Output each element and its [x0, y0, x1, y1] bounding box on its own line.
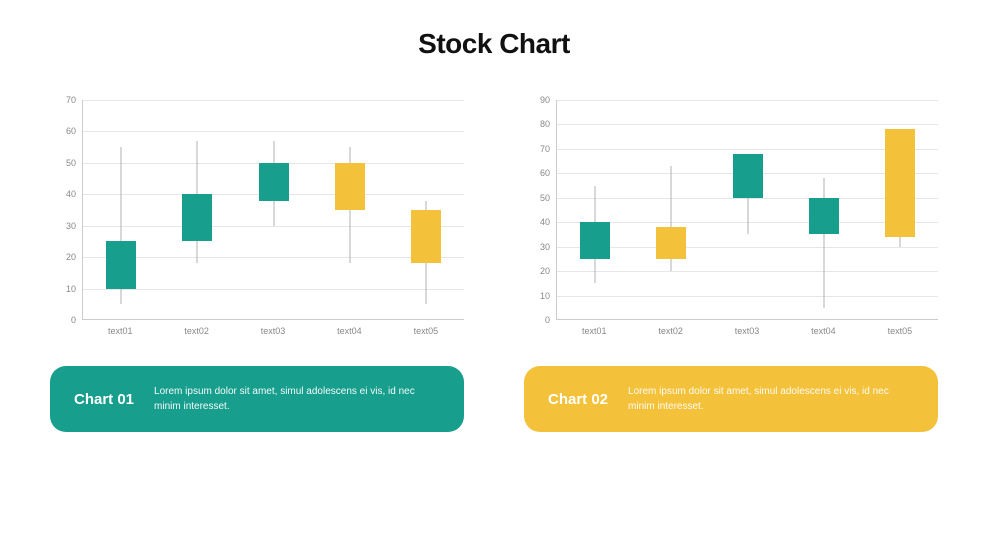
y-axis-1: 010203040506070 [50, 100, 82, 320]
page-title: Stock Chart [0, 0, 988, 60]
candle-body [580, 222, 610, 259]
caption-desc-2: Lorem ipsum dolor sit amet, simul adoles… [628, 384, 914, 414]
y-tick-label: 50 [540, 193, 550, 203]
plot-area-1 [82, 100, 464, 320]
candle-body [733, 154, 763, 198]
y-tick-label: 20 [66, 252, 76, 262]
x-tick-label: text02 [632, 326, 708, 336]
y-tick-label: 30 [66, 221, 76, 231]
y-tick-label: 40 [66, 189, 76, 199]
candle-body [335, 163, 365, 210]
candle [880, 100, 920, 320]
candle-body [809, 198, 839, 235]
candle [177, 100, 217, 320]
x-tick-label: text02 [158, 326, 234, 336]
y-tick-label: 60 [66, 126, 76, 136]
candle [651, 100, 691, 320]
y-tick-label: 0 [545, 315, 550, 325]
x-labels-1: text01text02text03text04text05 [82, 320, 464, 336]
candle-body [259, 163, 289, 201]
y-tick-label: 20 [540, 266, 550, 276]
candle-body [411, 210, 441, 263]
chart-area-2: 0102030405060708090 [524, 100, 938, 320]
candle [804, 100, 844, 320]
candle [330, 100, 370, 320]
x-tick-label: text03 [235, 326, 311, 336]
x-tick-label: text01 [556, 326, 632, 336]
chart-area-1: 010203040506070 [50, 100, 464, 320]
caption-pill-1: Chart 01 Lorem ipsum dolor sit amet, sim… [50, 366, 464, 432]
caption-row: Chart 01 Lorem ipsum dolor sit amet, sim… [0, 336, 988, 432]
caption-pill-2: Chart 02 Lorem ipsum dolor sit amet, sim… [524, 366, 938, 432]
y-tick-label: 70 [66, 95, 76, 105]
x-tick-label: text05 [862, 326, 938, 336]
y-tick-label: 60 [540, 168, 550, 178]
caption-title-1: Chart 01 [74, 391, 134, 408]
x-tick-label: text04 [785, 326, 861, 336]
charts-row: 010203040506070 text01text02text03text04… [0, 60, 988, 336]
candle-body [106, 241, 136, 288]
chart-panel-1: 010203040506070 text01text02text03text04… [50, 100, 464, 336]
x-tick-label: text03 [709, 326, 785, 336]
y-axis-2: 0102030405060708090 [524, 100, 556, 320]
plot-area-2 [556, 100, 938, 320]
candle [406, 100, 446, 320]
candle [101, 100, 141, 320]
candle [254, 100, 294, 320]
y-tick-label: 40 [540, 217, 550, 227]
y-tick-label: 10 [66, 284, 76, 294]
y-tick-label: 0 [71, 315, 76, 325]
x-tick-label: text05 [388, 326, 464, 336]
y-tick-label: 30 [540, 242, 550, 252]
caption-desc-1: Lorem ipsum dolor sit amet, simul adoles… [154, 384, 440, 414]
candle [575, 100, 615, 320]
candle-body [182, 194, 212, 241]
y-tick-label: 80 [540, 119, 550, 129]
candle [728, 100, 768, 320]
chart-panel-2: 0102030405060708090 text01text02text03te… [524, 100, 938, 336]
caption-title-2: Chart 02 [548, 391, 608, 408]
y-tick-label: 10 [540, 291, 550, 301]
x-tick-label: text04 [311, 326, 387, 336]
y-tick-label: 50 [66, 158, 76, 168]
y-tick-label: 70 [540, 144, 550, 154]
y-tick-label: 90 [540, 95, 550, 105]
candle-body [656, 227, 686, 259]
x-labels-2: text01text02text03text04text05 [556, 320, 938, 336]
candle-body [885, 129, 915, 237]
x-tick-label: text01 [82, 326, 158, 336]
